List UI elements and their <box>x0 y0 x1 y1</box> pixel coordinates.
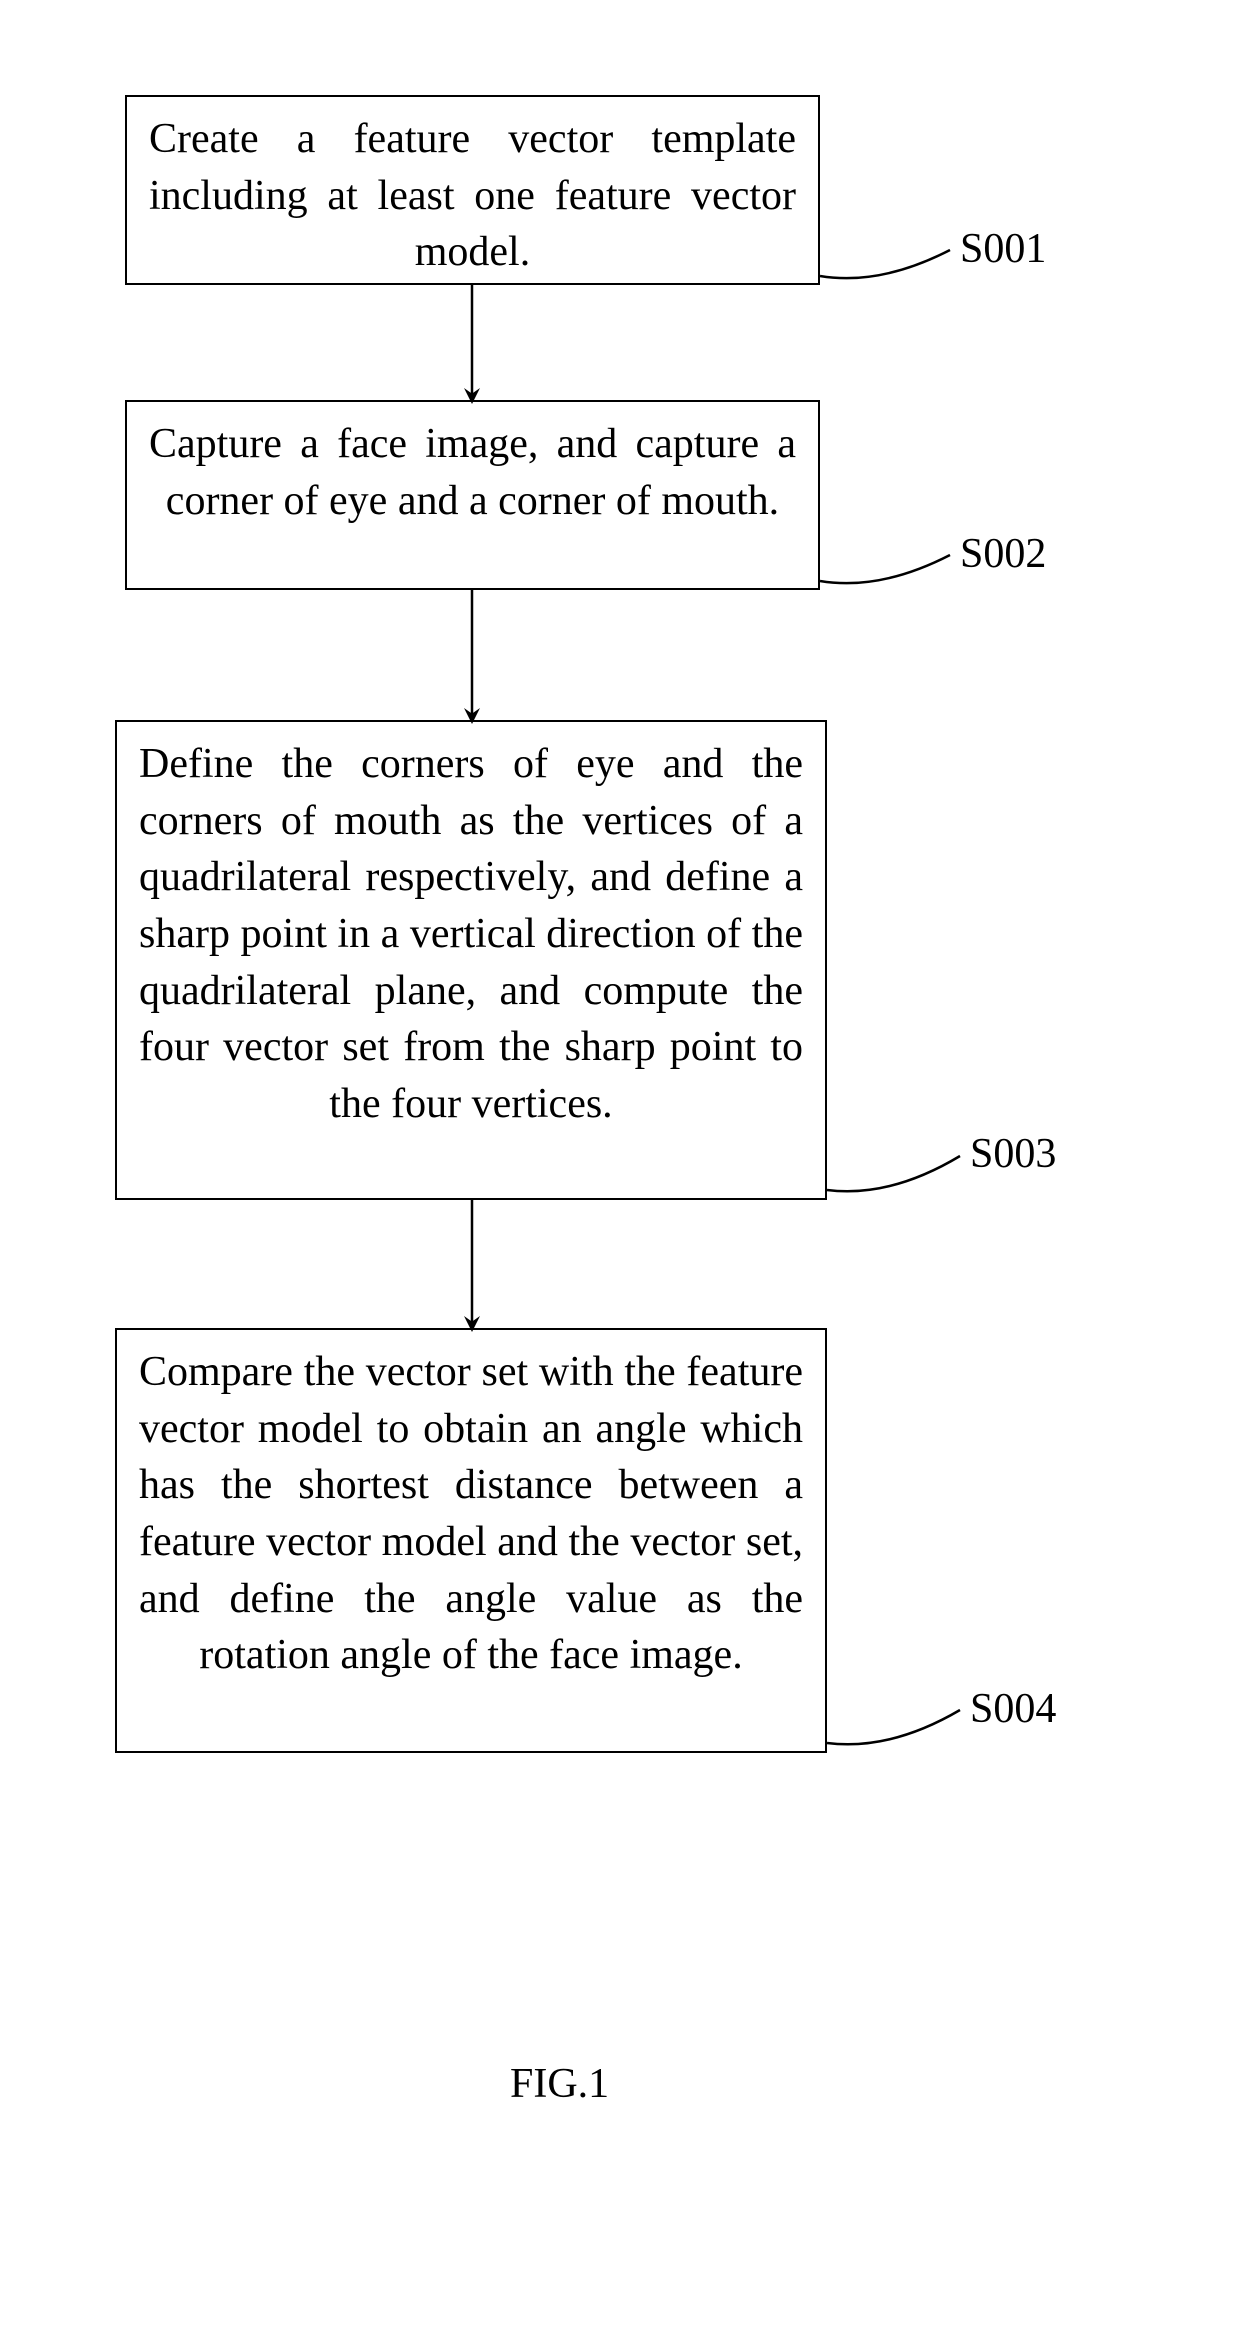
step-label-s002: S002 <box>960 530 1046 578</box>
step-box-s003: Define the corners of eye and the corner… <box>115 720 827 1200</box>
step-label-s001: S001 <box>960 225 1046 273</box>
figure-label: FIG.1 <box>510 2060 609 2108</box>
step-text: Compare the vector set with the feature … <box>139 1344 803 1684</box>
step-label-s004: S004 <box>970 1685 1056 1733</box>
step-label-s003: S003 <box>970 1130 1056 1178</box>
step-box-s001: Create a feature vector template includi… <box>125 95 820 285</box>
step-box-s002: Capture a face image, and capture a corn… <box>125 400 820 590</box>
step-text: Define the corners of eye and the corner… <box>139 736 803 1133</box>
step-box-s004: Compare the vector set with the feature … <box>115 1328 827 1753</box>
step-text: Capture a face image, and capture a corn… <box>149 416 796 529</box>
flowchart-canvas: Create a feature vector template includi… <box>0 0 1240 2325</box>
step-text: Create a feature vector template includi… <box>149 111 796 281</box>
